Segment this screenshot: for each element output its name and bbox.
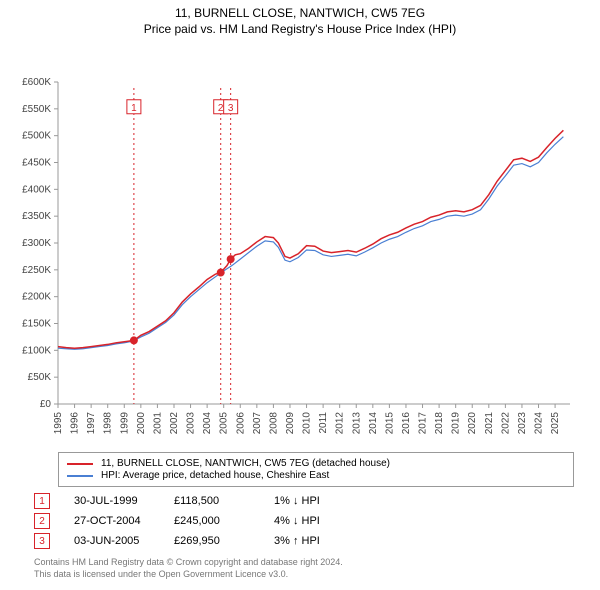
event-index-box: 2 [34, 513, 50, 529]
svg-text:2002: 2002 [169, 412, 180, 435]
svg-text:1999: 1999 [119, 412, 130, 435]
svg-text:1998: 1998 [103, 412, 114, 435]
svg-text:£100K: £100K [22, 345, 51, 356]
svg-text:2: 2 [218, 103, 224, 114]
legend-item: HPI: Average price, detached house, Ches… [67, 470, 565, 481]
svg-text:£450K: £450K [22, 158, 51, 169]
svg-text:£300K: £300K [22, 238, 51, 249]
svg-text:2012: 2012 [335, 412, 346, 435]
svg-text:1996: 1996 [70, 412, 81, 435]
svg-text:1997: 1997 [86, 412, 97, 435]
footnote: Contains HM Land Registry data © Crown c… [34, 557, 574, 580]
svg-text:2010: 2010 [302, 412, 313, 435]
svg-text:2004: 2004 [202, 412, 213, 435]
svg-text:2008: 2008 [268, 412, 279, 435]
event-diff: 4% ↓ HPI [274, 515, 320, 527]
svg-text:£50K: £50K [28, 372, 52, 383]
svg-text:2009: 2009 [285, 412, 296, 435]
svg-text:2022: 2022 [500, 412, 511, 435]
event-row: 3 03-JUN-2005£269,9503% ↑ HPI [34, 533, 574, 549]
event-price: £245,000 [174, 515, 274, 527]
svg-text:2014: 2014 [368, 412, 379, 435]
event-diff: 3% ↑ HPI [274, 535, 320, 547]
svg-text:2001: 2001 [152, 412, 163, 435]
svg-text:2019: 2019 [451, 412, 462, 435]
chart-title-2: Price paid vs. HM Land Registry's House … [0, 22, 600, 36]
svg-text:2021: 2021 [484, 412, 495, 435]
footnote-line-2: This data is licensed under the Open Gov… [34, 569, 574, 581]
svg-text:£400K: £400K [22, 184, 51, 195]
svg-text:2020: 2020 [467, 412, 478, 435]
svg-text:1: 1 [131, 103, 137, 114]
event-price: £269,950 [174, 535, 274, 547]
event-date: 30-JUL-1999 [74, 495, 174, 507]
legend-item: 11, BURNELL CLOSE, NANTWICH, CW5 7EG (de… [67, 458, 565, 469]
price-chart: £0 £50K £100K £150K £200K £250K £300K £350K £400… [0, 36, 600, 446]
svg-text:£0: £0 [40, 399, 52, 410]
svg-text:£200K: £200K [22, 292, 51, 303]
legend: 11, BURNELL CLOSE, NANTWICH, CW5 7EG (de… [58, 452, 574, 487]
events-table: 1 30-JUL-1999£118,5001% ↓ HPI 2 27-OCT-2004… [34, 493, 574, 549]
legend-label: HPI: Average price, detached house, Ches… [101, 470, 329, 481]
event-date: 27-OCT-2004 [74, 515, 174, 527]
svg-text:£500K: £500K [22, 131, 51, 142]
svg-text:3: 3 [228, 103, 234, 114]
legend-swatch [67, 475, 93, 477]
svg-text:1995: 1995 [53, 412, 64, 435]
svg-text:2007: 2007 [252, 412, 263, 435]
svg-text:2018: 2018 [434, 412, 445, 435]
svg-text:2003: 2003 [186, 412, 197, 435]
event-diff: 1% ↓ HPI [274, 495, 320, 507]
svg-text:2011: 2011 [318, 412, 329, 434]
footnote-line-1: Contains HM Land Registry data © Crown c… [34, 557, 574, 569]
event-price: £118,500 [174, 495, 274, 507]
legend-swatch [67, 463, 93, 465]
svg-text:£150K: £150K [22, 319, 51, 330]
event-date: 03-JUN-2005 [74, 535, 174, 547]
svg-text:£600K: £600K [22, 77, 51, 88]
svg-text:2024: 2024 [534, 412, 545, 435]
event-row: 2 27-OCT-2004£245,0004% ↓ HPI [34, 513, 574, 529]
svg-text:2005: 2005 [219, 412, 230, 435]
svg-text:£350K: £350K [22, 211, 51, 222]
event-row: 1 30-JUL-1999£118,5001% ↓ HPI [34, 493, 574, 509]
chart-title-1: 11, BURNELL CLOSE, NANTWICH, CW5 7EG [0, 6, 600, 20]
svg-text:£550K: £550K [22, 104, 51, 115]
svg-text:2016: 2016 [401, 412, 412, 435]
svg-text:2017: 2017 [418, 412, 429, 435]
svg-text:2023: 2023 [517, 412, 528, 435]
svg-text:2015: 2015 [384, 412, 395, 435]
svg-text:£250K: £250K [22, 265, 51, 276]
legend-label: 11, BURNELL CLOSE, NANTWICH, CW5 7EG (de… [101, 458, 390, 469]
svg-text:2000: 2000 [136, 412, 147, 435]
svg-text:2025: 2025 [550, 412, 561, 435]
event-index-box: 1 [34, 493, 50, 509]
event-index-box: 3 [34, 533, 50, 549]
svg-text:2013: 2013 [351, 412, 362, 435]
svg-text:2006: 2006 [235, 412, 246, 435]
